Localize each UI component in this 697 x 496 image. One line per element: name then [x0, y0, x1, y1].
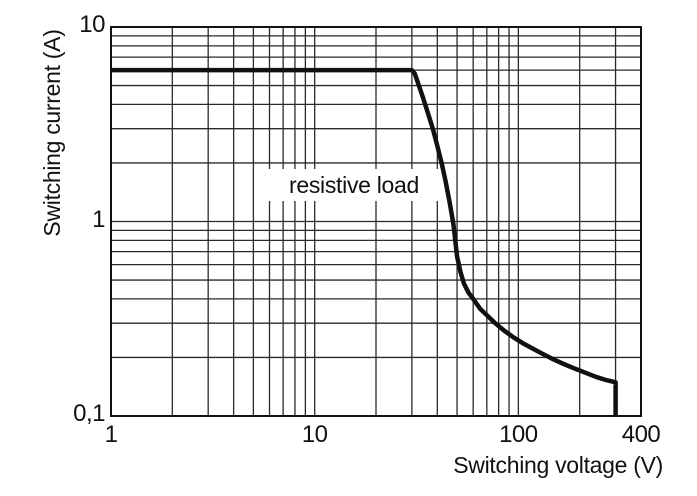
x-tick-label: 10 — [301, 421, 328, 448]
y-tick-label: 10 — [79, 11, 105, 38]
y-tick-label: 1 — [92, 205, 105, 233]
x-tick-label: 400 — [621, 421, 661, 448]
annotation-resistive-load: resistive load — [268, 169, 440, 201]
plot-frame — [110, 26, 642, 417]
y-tick-label: 0,1 — [73, 400, 105, 427]
grid-lines — [111, 27, 641, 416]
load-curve — [111, 67, 618, 416]
x-tick-label: 100 — [499, 421, 538, 448]
x-axis-title: Switching voltage (V) — [453, 452, 663, 478]
x-tick-label: 1 — [104, 421, 118, 448]
